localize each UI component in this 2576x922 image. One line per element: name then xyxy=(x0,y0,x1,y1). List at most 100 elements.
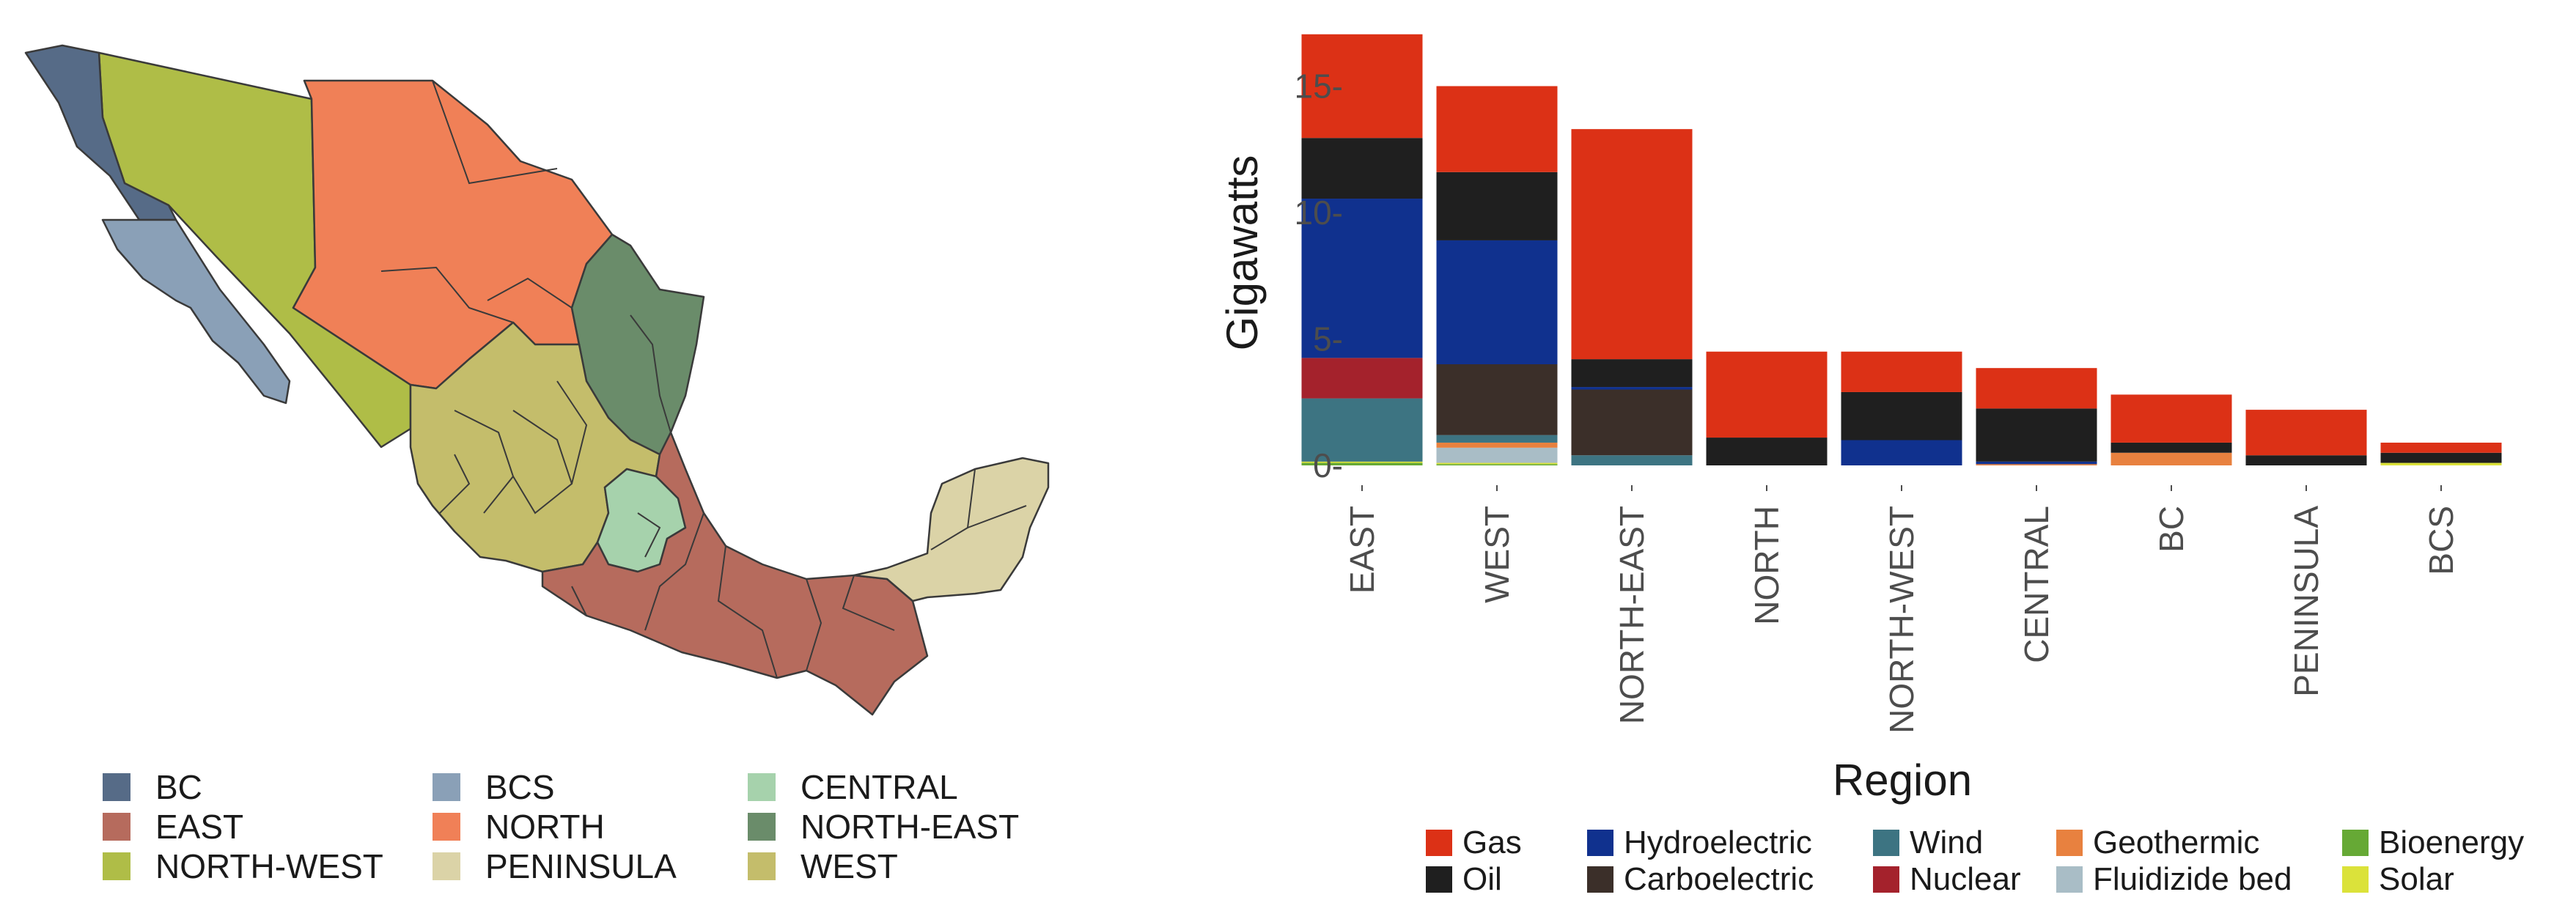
x-tick-label: WEST xyxy=(1478,506,1516,603)
legend-swatch xyxy=(1426,830,1452,856)
x-axis-title: Region xyxy=(1833,756,1972,805)
y-axis: 0- 5- 10- 15- xyxy=(1295,67,1343,485)
state-border xyxy=(806,578,823,671)
legend-swatch xyxy=(2342,830,2369,856)
x-tick-label: NORTH xyxy=(1748,506,1786,625)
legend-label: Geothermic xyxy=(2093,825,2260,860)
bar-segment-west-fluidizide-bed xyxy=(1436,447,1558,463)
capacity-bar-chart: 0- 5- 10- 15- EAST WEST NORTH-EAST NORTH NORTH-… xyxy=(1218,34,2502,805)
bar-segment-north-east-carboelectric xyxy=(1571,389,1693,456)
state-border xyxy=(644,512,704,631)
bar-segment-west-carboelectric xyxy=(1436,364,1558,435)
map-legend-label: NORTH-EAST xyxy=(801,808,1020,846)
bar-segment-north-west-hydroelectric xyxy=(1841,440,1962,465)
legend-label: Oil xyxy=(1462,861,1502,897)
map-legend-swatch xyxy=(748,813,776,841)
legend-item-gas: Gas xyxy=(1426,825,1587,861)
map-legend-swatch xyxy=(433,773,460,801)
bar-segment-north-gas xyxy=(1706,351,1828,438)
bar-segment-north-east-wind xyxy=(1571,455,1693,465)
legend-item-hydroelectric: Hydroelectric xyxy=(1587,825,1873,861)
legend-item-oil: Oil xyxy=(1426,861,1587,898)
bar-group xyxy=(1301,34,2502,465)
bar-segment-west-bioenergy xyxy=(1436,464,1558,465)
map-legend-item-bc: BC xyxy=(103,770,433,805)
map-legend-swatch xyxy=(433,813,460,841)
legend-label: Bioenergy xyxy=(2379,825,2525,860)
bar-segment-central-gas xyxy=(1976,368,2097,409)
bar-segment-north-east-gas xyxy=(1571,129,1693,360)
map-legend-item-west: WEST xyxy=(748,849,1056,884)
state-border xyxy=(432,80,558,185)
legend-label: Wind xyxy=(1910,825,1984,860)
legend-swatch xyxy=(1873,866,1899,893)
bar-segment-east-bioenergy xyxy=(1301,462,1423,465)
bar-segment-west-oil xyxy=(1436,172,1558,240)
legend-item-fluidizide-bed: Fluidizide bed xyxy=(2056,861,2342,898)
map-legend-swatch xyxy=(103,813,130,841)
state-border xyxy=(454,410,515,514)
bar-segment-central-geothermic xyxy=(1976,464,2097,465)
state-border xyxy=(842,575,895,631)
legend-label: Gas xyxy=(1462,825,1522,860)
state-border xyxy=(571,586,587,616)
map-legend-swatch xyxy=(748,852,776,880)
state-border xyxy=(717,545,778,679)
map-legend-item-north: NORTH xyxy=(433,809,748,844)
state-border xyxy=(630,314,671,433)
x-tick-label: NORTH-WEST xyxy=(1883,506,1921,734)
legend-item-geothermic: Geothermic xyxy=(2056,825,2342,861)
state-border xyxy=(556,380,588,484)
legend-label: Solar xyxy=(2379,861,2454,897)
bar-segment-east-nuclear xyxy=(1301,358,1423,399)
map-legend-label: BC xyxy=(155,768,202,806)
bar-segment-north-east-oil xyxy=(1571,359,1693,388)
bar-segment-west-geothermic xyxy=(1436,442,1558,448)
map-legend-label: NORTH-WEST xyxy=(155,847,383,885)
bar-segment-peninsula-gas xyxy=(2245,410,2367,456)
bar-segment-west-hydroelectric xyxy=(1436,240,1558,364)
state-border xyxy=(487,277,573,309)
map-legend-swatch xyxy=(433,852,460,880)
legend-swatch xyxy=(2342,866,2369,893)
map-region-peninsula xyxy=(853,457,1050,602)
legend-swatch xyxy=(1587,830,1613,856)
map-legend-item-peninsula: PENINSULA xyxy=(433,849,748,884)
x-tick-label: BCS xyxy=(2422,506,2460,575)
legend-swatch xyxy=(1587,866,1613,893)
state-border xyxy=(439,454,471,514)
x-tick-label: CENTRAL xyxy=(2017,506,2056,663)
bar-segment-east-oil xyxy=(1301,138,1423,199)
map-legend-swatch xyxy=(103,852,130,880)
x-tick-label: BC xyxy=(2152,506,2190,553)
bar-segment-central-hydroelectric xyxy=(1976,461,2097,465)
bar-segment-central-oil xyxy=(1976,408,2097,462)
bar-segment-east-wind xyxy=(1301,398,1423,462)
state-border xyxy=(380,266,514,323)
x-tick-label: EAST xyxy=(1343,506,1381,594)
map-legend-label: BCS xyxy=(485,768,555,806)
y-tick-label: 10- xyxy=(1295,193,1343,232)
map-legend-item-east: EAST xyxy=(103,809,433,844)
legend-item-wind: Wind xyxy=(1873,825,2056,861)
legend-label: Hydroelectric xyxy=(1624,825,1812,860)
bar-segment-west-gas xyxy=(1436,86,1558,172)
bar-segment-bcs-gas xyxy=(2380,442,2502,453)
legend-label: Fluidizide bed xyxy=(2093,861,2292,897)
map-legend-item-north-west: NORTH-WEST xyxy=(103,849,433,884)
legend-item-nuclear: Nuclear xyxy=(1873,861,2056,898)
map-legend: BC BCS CENTRAL EAST NORTH NORTH-EAST NOR… xyxy=(103,770,1056,884)
legend-swatch xyxy=(2056,866,2083,893)
legend-label: Carboelectric xyxy=(1624,861,1814,897)
bar-segment-east-solar xyxy=(1301,461,1423,463)
map-region-bcs xyxy=(101,218,291,405)
legend-item-carboelectric: Carboelectric xyxy=(1587,861,1873,898)
legend-item-bioenergy: Bioenergy xyxy=(2342,825,2576,861)
y-tick-label: 5- xyxy=(1313,320,1343,358)
map-legend-swatch xyxy=(748,773,776,801)
x-tick-label: NORTH-EAST xyxy=(1613,506,1651,724)
legend-swatch xyxy=(2056,830,2083,856)
bar-segment-bc-geothermic xyxy=(2111,452,2232,465)
bar-segment-bc-gas xyxy=(2111,394,2232,443)
legend-swatch xyxy=(1873,830,1899,856)
